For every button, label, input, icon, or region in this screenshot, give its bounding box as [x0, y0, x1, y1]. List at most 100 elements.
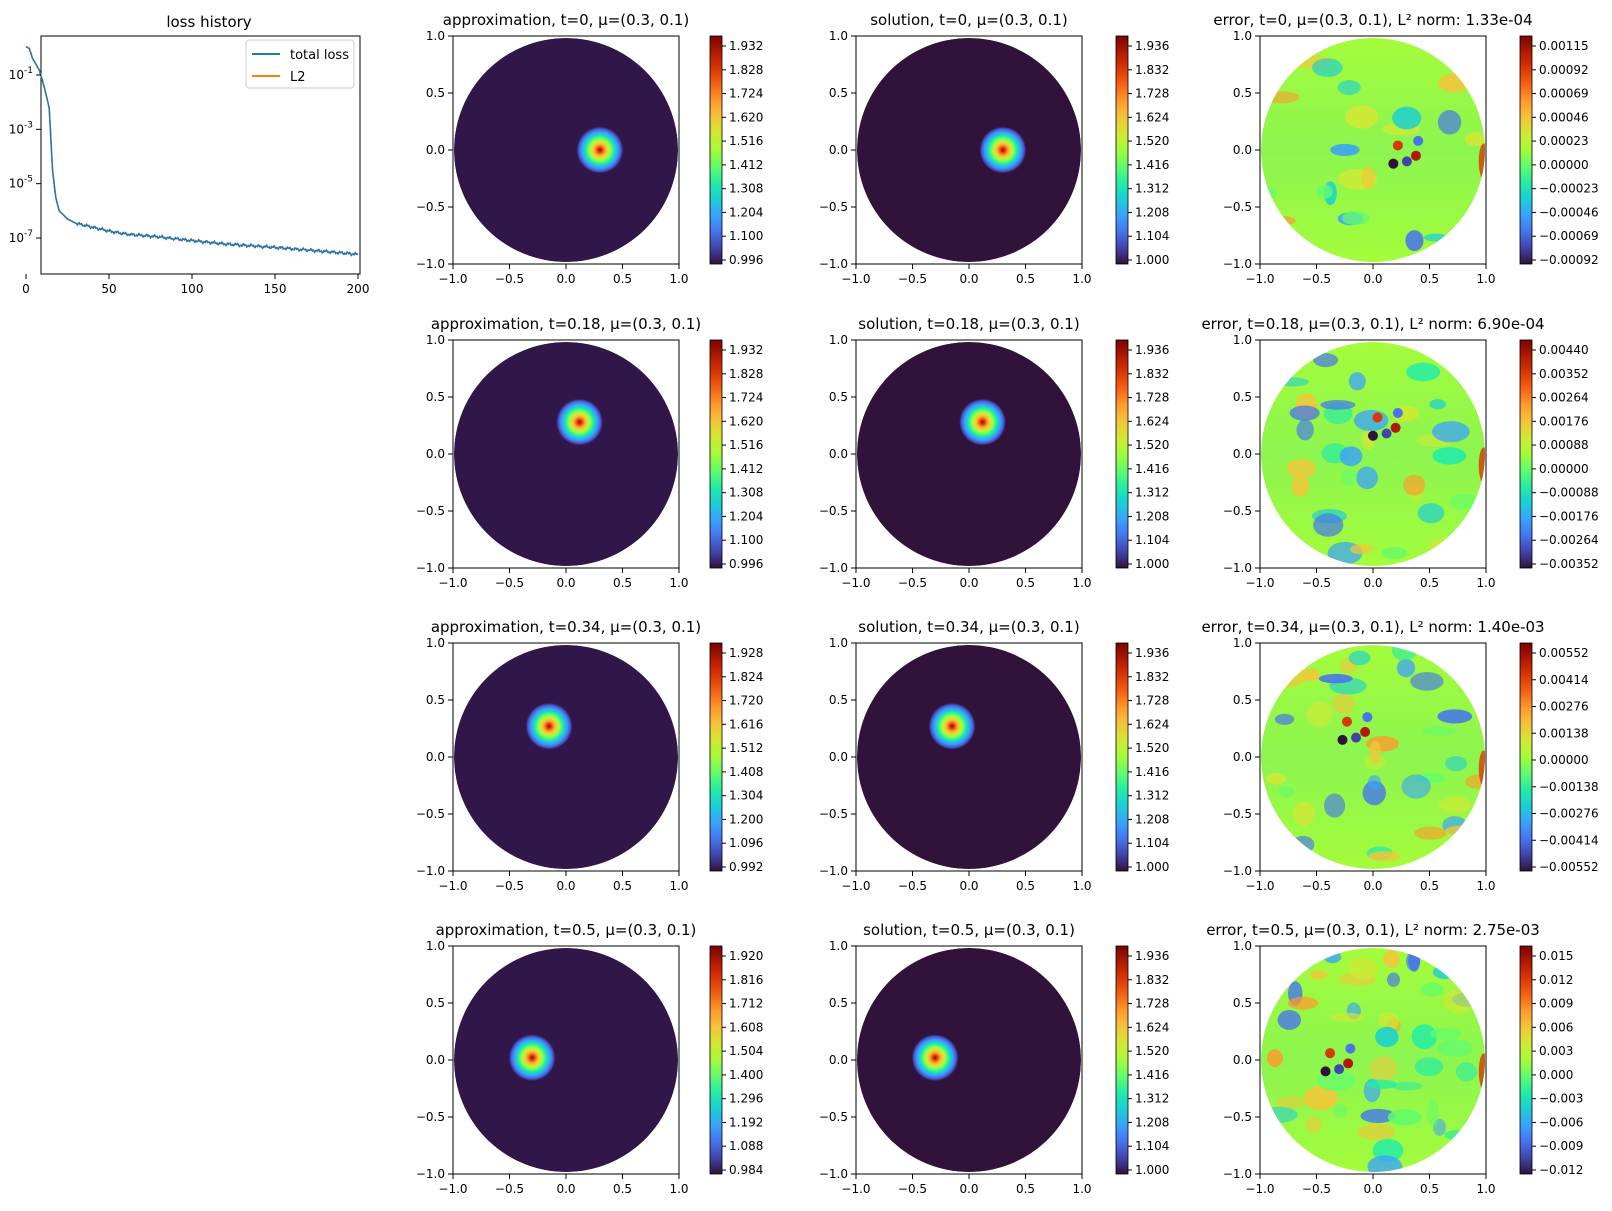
- loss-x-tick-label: 150: [264, 282, 287, 296]
- colorbar-tick-label: 1.208: [1135, 509, 1169, 523]
- panel-title: approximation, t=0.18, μ=(0.3, 0.1): [431, 315, 701, 333]
- colorbar: 1.928 1.824 1.720 1.616 1.512 1.408 1.304 1.200…: [709, 642, 763, 874]
- colorbar-tick-label: 1.832: [1135, 63, 1169, 77]
- y-tick-label: 0.0: [829, 143, 848, 157]
- colorbar-tick-label: −0.00276: [1539, 807, 1599, 821]
- error-blob: [1430, 1027, 1462, 1040]
- colorbar-gradient: [1115, 642, 1129, 872]
- disk-background: [454, 948, 678, 1172]
- gaussian-peak: [911, 1033, 960, 1082]
- colorbar-tick-label: 0.00352: [1539, 367, 1589, 381]
- x-tick-label: 0.5: [1420, 1182, 1439, 1196]
- error-hotspot: [1325, 1048, 1336, 1059]
- colorbar-tick-label: 0.00000: [1539, 753, 1589, 767]
- colorbar-tick-label: 1.304: [729, 789, 763, 803]
- solution-disk: [857, 645, 1081, 869]
- colorbar-tick-label: 1.208: [1135, 1115, 1169, 1129]
- colorbar-tick-label: −0.00176: [1539, 509, 1599, 523]
- colorbar-gradient: [1115, 339, 1129, 569]
- panel-title: solution, t=0.34, μ=(0.3, 0.1): [858, 618, 1079, 636]
- y-tick-label: 1.0: [1233, 939, 1252, 953]
- x-tick-label: −1.0: [1245, 879, 1274, 893]
- colorbar-tick-label: 1.520: [1135, 134, 1169, 148]
- y-tick-label: −0.5: [416, 1110, 445, 1124]
- error-blob: [1353, 409, 1389, 432]
- colorbar-tick-label: 1.416: [1135, 1068, 1169, 1082]
- colorbar-tick-label: 1.620: [729, 414, 763, 428]
- x-tick-label: −1.0: [1245, 576, 1274, 590]
- y-tick-label: 0.0: [1233, 143, 1252, 157]
- error-blob: [1411, 1024, 1438, 1050]
- y-tick-label: −0.5: [819, 200, 848, 214]
- legend-label-total-loss: total loss: [290, 48, 349, 63]
- error-blob: [1414, 1057, 1444, 1077]
- error-blob: [1286, 458, 1316, 479]
- x-tick-label: 1.0: [1072, 1182, 1091, 1196]
- colorbar-tick-label: 0.00138: [1539, 726, 1589, 740]
- y-tick-label: 1.0: [829, 29, 848, 43]
- colorbar-tick-label: 1.828: [729, 63, 763, 77]
- colorbar-tick-label: 0.00000: [1539, 462, 1589, 476]
- error-hotspot: [1351, 732, 1362, 743]
- approximation-disk: [454, 342, 678, 566]
- y-tick-label: 0.5: [1233, 996, 1252, 1010]
- colorbar-tick-label: 0.00088: [1539, 438, 1589, 452]
- x-tick-label: 0.0: [959, 879, 978, 893]
- colorbar-tick-label: 1.416: [1135, 765, 1169, 779]
- loss-x-tick-label: 200: [347, 282, 370, 296]
- error-hotspot: [1388, 158, 1399, 169]
- x-tick-label: 0.0: [1363, 272, 1382, 286]
- y-tick-label: −1.0: [1223, 1167, 1252, 1181]
- error-blob: [1420, 982, 1444, 997]
- solution-disk: [857, 342, 1081, 566]
- axis-ticks: −1.0 −0.5 0.0 0.5 1.0 1.0 0.5 0.0 −0.5 −1.0: [1223, 636, 1496, 893]
- error-blob: [1305, 1116, 1322, 1134]
- y-tick-label: 0.0: [829, 447, 848, 461]
- colorbar: 1.936 1.832 1.728 1.624 1.520 1.416 1.312 1.208…: [1115, 945, 1169, 1177]
- x-tick-label: 0.5: [1016, 272, 1035, 286]
- y-tick-label: 0.5: [1233, 86, 1252, 100]
- error-blob: [1303, 1085, 1338, 1111]
- colorbar-tick-label: 0.003: [1539, 1044, 1573, 1058]
- error-hotspot: [1368, 430, 1378, 441]
- error-edge-hotspot: [1478, 1053, 1485, 1090]
- colorbar-tick-label: 1.200: [729, 812, 763, 826]
- disk-background: [454, 342, 678, 566]
- x-tick-label: 0.5: [613, 1182, 632, 1196]
- colorbar-tick-label: −0.00414: [1539, 833, 1599, 847]
- y-tick-label: −0.5: [1223, 1110, 1252, 1124]
- panel-title: solution, t=0, μ=(0.3, 0.1): [870, 11, 1068, 29]
- error-blob: [1348, 372, 1366, 391]
- y-tick-label: 1.0: [426, 939, 445, 953]
- panel-title: error, t=0, μ=(0.3, 0.1), L² norm: 1.33e…: [1213, 11, 1532, 29]
- colorbar-tick-label: −0.00023: [1539, 182, 1599, 196]
- approximation-panel-t2: approximation, t=0.34, μ=(0.3, 0.1)−1.0−…: [416, 618, 764, 893]
- loss-x-tick-label: 100: [181, 282, 204, 296]
- error-blob: [1369, 740, 1382, 764]
- x-tick-label: −1.0: [1245, 272, 1274, 286]
- x-tick-label: −0.5: [1302, 879, 1331, 893]
- error-blob: [1465, 774, 1485, 789]
- y-tick-label: 0.5: [1233, 693, 1252, 707]
- colorbar-tick-label: 0.006: [1539, 1020, 1573, 1034]
- error-blob: [1396, 658, 1416, 678]
- x-tick-label: 0.0: [1363, 1182, 1382, 1196]
- y-tick-label: 0.0: [829, 750, 848, 764]
- error-hotspot: [1342, 716, 1353, 727]
- disk-background: [857, 38, 1081, 262]
- colorbar-gradient: [1115, 35, 1129, 265]
- x-tick-label: 1.0: [1072, 576, 1091, 590]
- error-blob: [1391, 1081, 1423, 1091]
- colorbar-tick-label: 0.000: [1539, 1068, 1573, 1082]
- error-edge-hotspot: [1478, 750, 1485, 787]
- y-tick-label: −0.5: [1223, 504, 1252, 518]
- x-tick-label: −1.0: [841, 576, 870, 590]
- colorbar-tick-label: 1.928: [729, 646, 763, 660]
- x-tick-label: 0.0: [1363, 576, 1382, 590]
- error-hotspot: [1343, 1058, 1354, 1069]
- colorbar-tick-label: 0.00176: [1539, 414, 1589, 428]
- error-blob: [1383, 950, 1400, 969]
- x-tick-label: −0.5: [495, 879, 524, 893]
- error-blob: [1341, 468, 1358, 487]
